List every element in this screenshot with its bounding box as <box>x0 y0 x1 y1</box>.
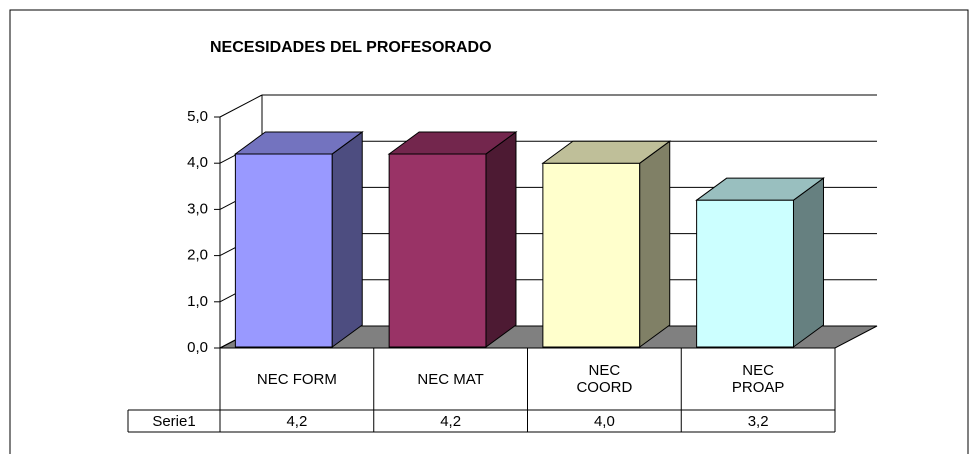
x-tick-label: NEC COORD <box>528 348 682 410</box>
bar-top <box>695 177 826 201</box>
bar-side <box>485 130 517 348</box>
chart-title: NECESIDADES DEL PROFESORADO <box>210 39 492 56</box>
bar-top <box>541 140 672 164</box>
bar-front <box>388 153 487 348</box>
data-label: 3,2 <box>681 410 835 432</box>
y-tick-label: 3,0 <box>187 200 208 217</box>
bar-side <box>792 177 824 348</box>
x-tick-label: NEC FORM <box>220 348 374 410</box>
x-tick-label: NEC MAT <box>374 348 528 410</box>
y-tick-label: 4,0 <box>187 154 208 171</box>
x-tick-label-text: NEC MAT <box>417 370 484 388</box>
x-tick-label: NEC PROAP <box>681 348 835 410</box>
series-name: Serie1 <box>128 410 220 432</box>
grid-line <box>219 94 263 118</box>
bar-front <box>696 199 794 348</box>
data-label: 4,2 <box>220 410 374 432</box>
x-tick-label-text: NEC COORD <box>576 362 633 396</box>
bar-top <box>233 131 364 155</box>
bar-front <box>542 162 641 348</box>
bar-top <box>387 131 518 155</box>
bar-side <box>639 140 671 348</box>
data-label-text: 3,2 <box>747 412 769 430</box>
y-tick-label: 0,0 <box>187 339 208 356</box>
bar-side <box>331 130 363 348</box>
data-label-text: 4,2 <box>286 412 308 430</box>
x-tick-label-text: NEC FORM <box>256 370 337 388</box>
x-tick-label-text: NEC PROAP <box>731 362 785 396</box>
y-tick-label: 5,0 <box>187 108 208 125</box>
bar-front <box>234 153 333 348</box>
y-tick-label: 2,0 <box>187 247 208 264</box>
data-label: 4,2 <box>374 410 528 432</box>
chart-border <box>9 9 969 454</box>
data-label-text: 4,2 <box>440 412 462 430</box>
data-label-text: 4,0 <box>593 412 615 430</box>
series-name-text: Serie1 <box>152 412 196 430</box>
data-label: 4,0 <box>528 410 682 432</box>
y-tick-label: 1,0 <box>187 293 208 310</box>
